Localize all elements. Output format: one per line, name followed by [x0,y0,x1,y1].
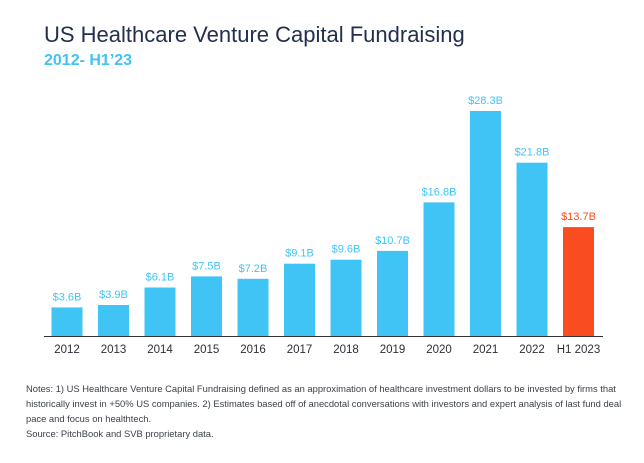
tick-labels-group: 2012 2013 2014 2015 2016 2017 2018 2019 2020 2021… [54,344,600,356]
bar-2017 [284,263,315,336]
value-label: $21.8B [515,147,550,159]
x-tick-label: 2016 [240,344,266,356]
bar-2022 [516,162,548,336]
bar-chart: $3.6B $3.9B $6.1B $7.5B $7.2B $9.1B $9.6B $10.7… [44,95,603,356]
chart-subtitle: 2012- H1’23 [44,52,133,69]
value-label: $13.7B [561,211,596,223]
bar-h1-2023 [563,227,594,336]
bar-2021 [470,111,501,336]
chart-title: US Healthcare Venture Capital Fundraisin… [44,22,465,47]
x-tick-label: 2012 [54,344,80,356]
value-label: $9.1B [285,248,314,260]
x-tick-label: 2019 [380,344,406,356]
bar-2014 [144,287,176,336]
x-tick-label: 2015 [194,344,220,356]
value-label: $3.9B [99,289,128,301]
bar-2016 [237,278,269,336]
value-label: $3.6B [53,291,82,303]
bar-2013 [98,305,129,336]
source-text: Source: PitchBook and SVB proprietary da… [26,428,214,439]
x-tick-label: 2017 [287,344,313,356]
bar-2018 [330,259,362,336]
x-tick-label: 2018 [333,344,359,356]
x-tick-label: 2014 [147,344,173,356]
value-label: $9.6B [332,244,361,256]
x-tick-label: 2013 [101,344,127,356]
value-label: $28.3B [468,95,503,107]
value-label: $16.8B [422,186,457,198]
value-label: $6.1B [146,272,175,284]
bar-2019 [377,250,408,336]
notes-text: Notes: 1) US Healthcare Venture Capital … [26,383,622,424]
bars-group [51,111,594,336]
x-tick-label: 2022 [519,344,545,356]
x-tick-label: 2020 [426,344,452,356]
x-tick-label: 2021 [473,344,499,356]
bar-2020 [423,202,455,336]
value-label: $7.5B [192,260,221,272]
bar-2012 [51,307,83,336]
value-label: $10.7B [375,235,410,247]
value-labels-group: $3.6B $3.9B $6.1B $7.5B $7.2B $9.1B $9.6B $10.7… [53,95,596,303]
x-tick-label: H1 2023 [557,344,600,356]
bar-2015 [191,276,222,336]
chart-notes: Notes: 1) US Healthcare Venture Capital … [26,381,622,441]
value-label: $7.2B [239,263,268,275]
